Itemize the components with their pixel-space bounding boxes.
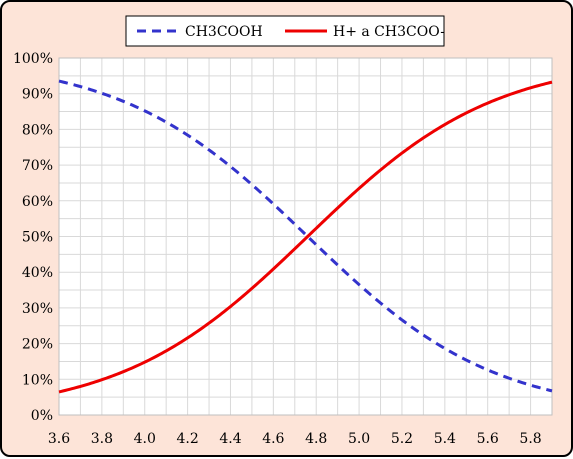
series-line-acetate (58, 80, 553, 394)
y-tick-label: 0% (31, 408, 53, 424)
y-tick-label: 80% (22, 122, 53, 138)
x-tick-label: 5.6 (477, 431, 499, 447)
x-tick-label: 4.6 (262, 431, 284, 447)
y-tick-label: 50% (22, 230, 53, 246)
legend: CH3COOH H+ a CH3COO- (125, 15, 445, 47)
y-tick-label: 100% (13, 51, 53, 67)
x-tick-label: 4.4 (219, 431, 241, 447)
x-tick-label: 3.6 (48, 431, 70, 447)
x-tick-label: 4.2 (176, 431, 198, 447)
y-tick-label: 70% (22, 158, 53, 174)
y-tick-label: 20% (22, 337, 53, 353)
x-tick-label: 5.4 (434, 431, 456, 447)
legend-label: H+ a CH3COO- (333, 24, 445, 40)
x-axis-ticks: 3.6 3.8 4.0 4.2 4.4 4.6 4.8 5.0 5.2 5.4 5.6 5.8 (48, 431, 542, 447)
series-line-ch3cooh (58, 79, 553, 393)
x-tick-label: 5.2 (391, 431, 413, 447)
x-tick-label: 5.0 (348, 431, 370, 447)
legend-label: CH3COOH (185, 24, 263, 40)
y-tick-label: 60% (22, 194, 53, 210)
x-tick-label: 4.0 (134, 431, 156, 447)
x-tick-label: 4.8 (305, 431, 327, 447)
y-tick-label: 30% (22, 301, 53, 317)
series-lines (58, 79, 553, 394)
y-tick-label: 90% (22, 87, 53, 103)
y-axis-ticks: 0% 10% 20% 30% 40% 50% 60% 70% 80% 90% 100% (13, 51, 53, 424)
y-tick-label: 40% (22, 265, 53, 281)
x-tick-label: 5.8 (519, 431, 541, 447)
plot-border (58, 57, 553, 416)
x-tick-label: 3.8 (91, 431, 113, 447)
grid (58, 57, 553, 416)
y-tick-label: 10% (22, 372, 53, 388)
